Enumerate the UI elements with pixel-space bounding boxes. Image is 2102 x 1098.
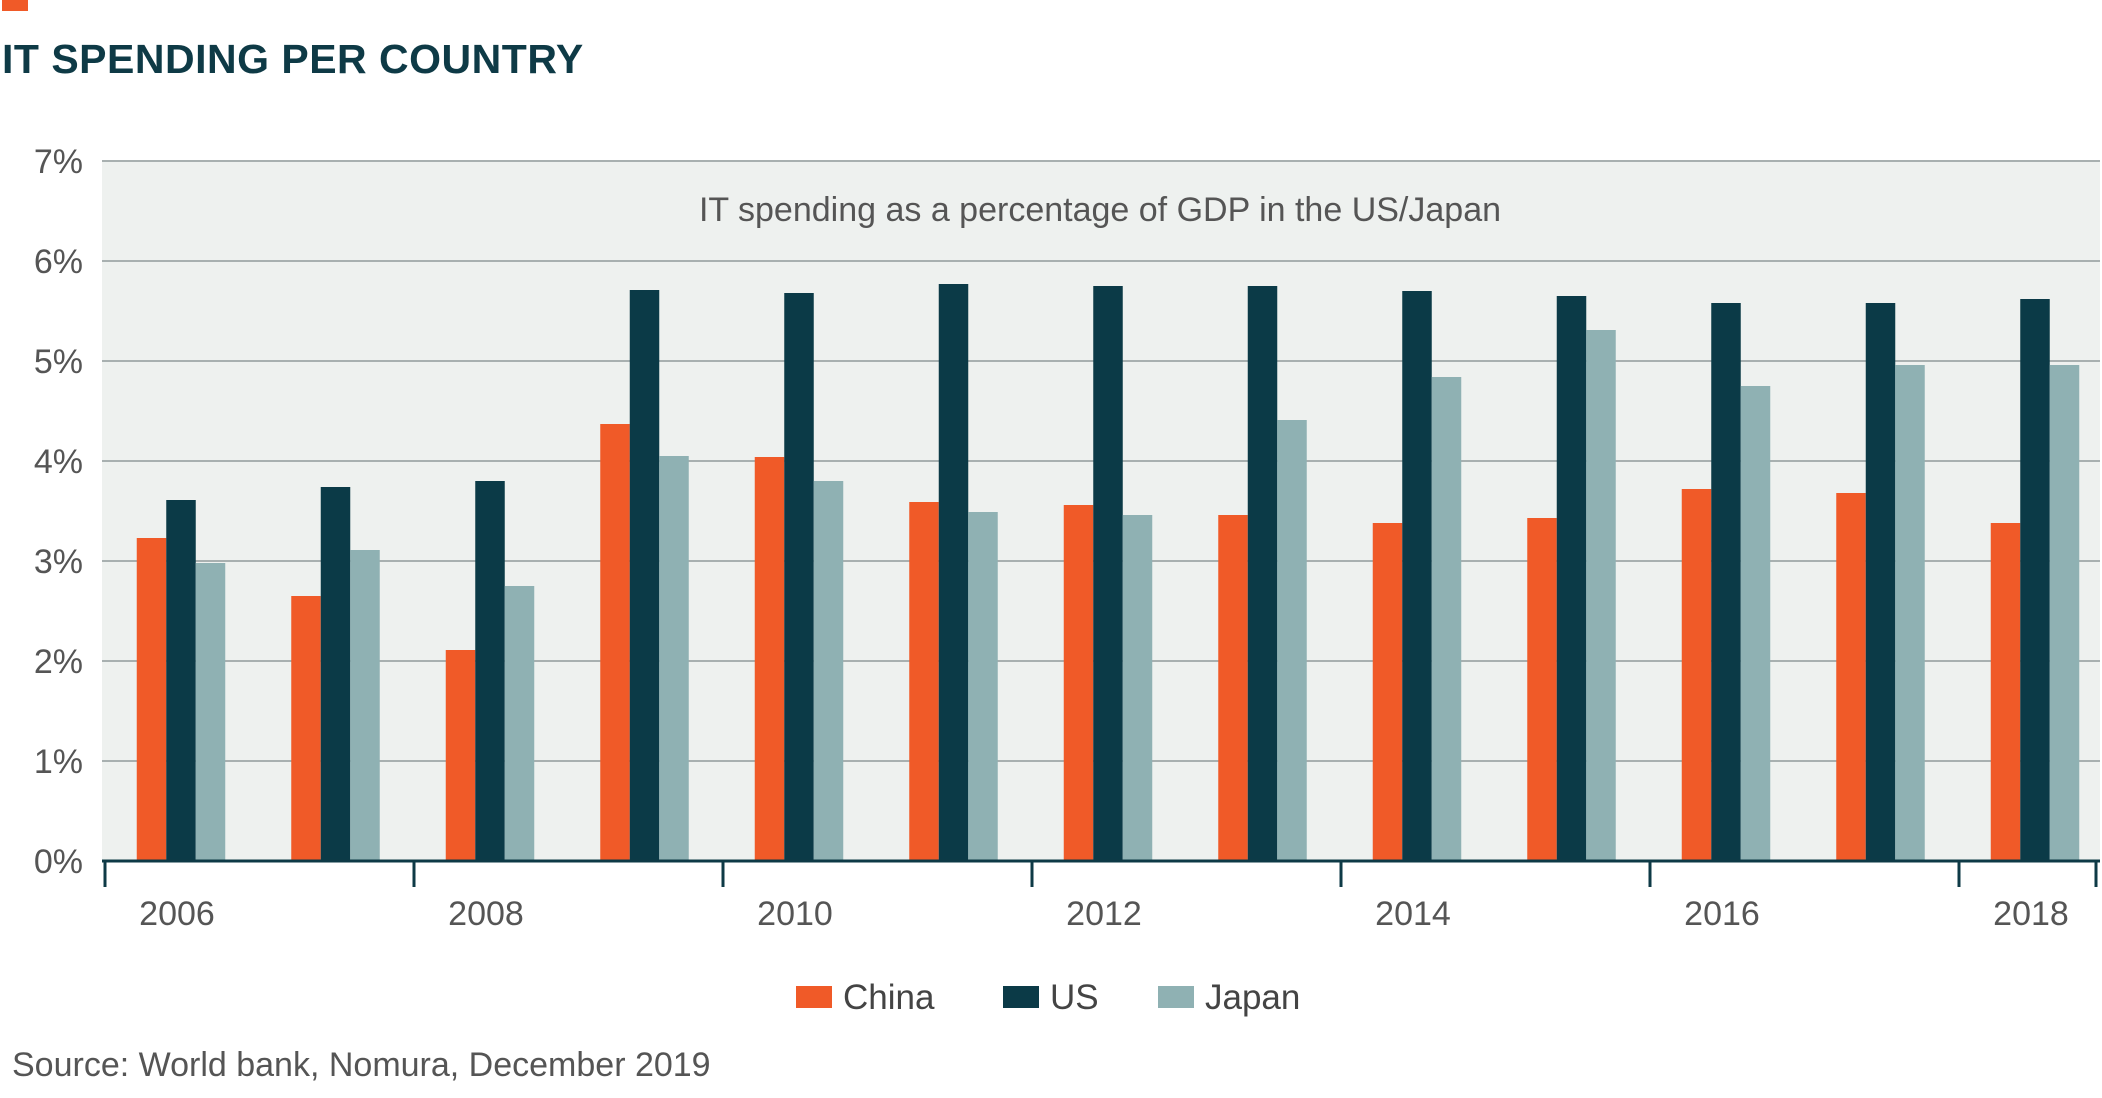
bars bbox=[136, 284, 2080, 861]
y-axis-tick-labels: 0% 1% 2% 3% 4% 5% 6% 7% bbox=[34, 143, 83, 881]
legend-label-japan: Japan bbox=[1205, 978, 1300, 1017]
y-tick-label: 5% bbox=[34, 343, 83, 381]
bar-us-2011 bbox=[938, 284, 969, 861]
bar-japan-2012 bbox=[1122, 515, 1153, 861]
bar-china-2015 bbox=[1527, 518, 1557, 861]
bar-us-2017 bbox=[1865, 303, 1896, 861]
bar-china-2013 bbox=[1218, 515, 1248, 861]
bar-china-2012 bbox=[1063, 505, 1094, 861]
bar-china-2018 bbox=[1990, 523, 2021, 861]
y-tick-label: 0% bbox=[34, 843, 83, 881]
bar-japan-2008 bbox=[504, 586, 535, 861]
bar-us-2007 bbox=[320, 487, 351, 861]
bar-china-2008 bbox=[445, 650, 476, 861]
bar-us-2010 bbox=[784, 293, 814, 861]
y-tick-label: 1% bbox=[34, 743, 83, 781]
legend-swatch-us bbox=[1003, 986, 1039, 1008]
y-tick-label: 4% bbox=[34, 443, 83, 481]
chart-annotation: IT spending as a percentage of GDP in th… bbox=[699, 191, 1501, 229]
bar-japan-2011 bbox=[968, 512, 998, 861]
y-tick-label: 6% bbox=[34, 243, 83, 281]
it-spending-bar-chart: 0% 1% 2% 3% 4% 5% 6% 7% IT spending as a percen… bbox=[34, 143, 2100, 1017]
legend-label-china: China bbox=[843, 978, 935, 1017]
bar-japan-2016 bbox=[1740, 386, 1771, 861]
bar-china-2007 bbox=[291, 596, 321, 861]
bar-china-2010 bbox=[754, 457, 785, 861]
y-tick-label: 2% bbox=[34, 643, 83, 681]
y-tick-label: 3% bbox=[34, 543, 83, 581]
x-axis-ticks: 2006 2008 2010 2012 2014 2016 2018 bbox=[103, 861, 2098, 933]
x-tick-label: 2006 bbox=[139, 895, 215, 933]
x-tick-label: 2014 bbox=[1375, 895, 1451, 933]
bar-us-2015 bbox=[1556, 296, 1587, 861]
bar-china-2014 bbox=[1372, 523, 1403, 861]
bar-us-2016 bbox=[1711, 303, 1741, 861]
legend: China US Japan bbox=[796, 978, 1300, 1017]
legend-swatch-japan bbox=[1158, 986, 1194, 1008]
bar-japan-2018 bbox=[2049, 365, 2080, 861]
bar-us-2008 bbox=[475, 481, 505, 861]
x-tick-label: 2010 bbox=[757, 895, 833, 933]
bar-japan-2015 bbox=[1586, 330, 1616, 861]
bar-japan-2006 bbox=[195, 563, 226, 861]
bar-china-2017 bbox=[1836, 493, 1866, 861]
bar-japan-2007 bbox=[350, 550, 380, 861]
bar-us-2012 bbox=[1093, 286, 1123, 861]
bar-japan-2009 bbox=[659, 456, 689, 861]
x-tick-label: 2018 bbox=[1993, 895, 2069, 933]
bar-japan-2010 bbox=[813, 481, 844, 861]
bar-us-2013 bbox=[1247, 286, 1278, 861]
x-tick-label: 2012 bbox=[1066, 895, 1142, 933]
bar-japan-2013 bbox=[1277, 420, 1307, 861]
y-tick-label: 7% bbox=[34, 143, 83, 181]
legend-label-us: US bbox=[1050, 978, 1099, 1017]
bar-china-2009 bbox=[600, 424, 630, 861]
bar-us-2006 bbox=[166, 500, 196, 861]
title-accent-block bbox=[2, 0, 28, 11]
bar-us-2009 bbox=[629, 290, 660, 861]
source-note: Source: World bank, Nomura, December 201… bbox=[12, 1046, 711, 1084]
legend-swatch-china bbox=[796, 986, 832, 1008]
bar-us-2014 bbox=[1402, 291, 1432, 861]
bar-japan-2014 bbox=[1431, 377, 1462, 861]
bar-china-2006 bbox=[136, 538, 167, 861]
x-tick-label: 2008 bbox=[448, 895, 524, 933]
page-title: IT SPENDING PER COUNTRY bbox=[2, 36, 584, 82]
bar-china-2016 bbox=[1681, 489, 1712, 861]
x-tick-label: 2016 bbox=[1684, 895, 1760, 933]
bar-us-2018 bbox=[2020, 299, 2050, 861]
bar-japan-2017 bbox=[1895, 365, 1925, 861]
bar-china-2011 bbox=[909, 502, 939, 861]
